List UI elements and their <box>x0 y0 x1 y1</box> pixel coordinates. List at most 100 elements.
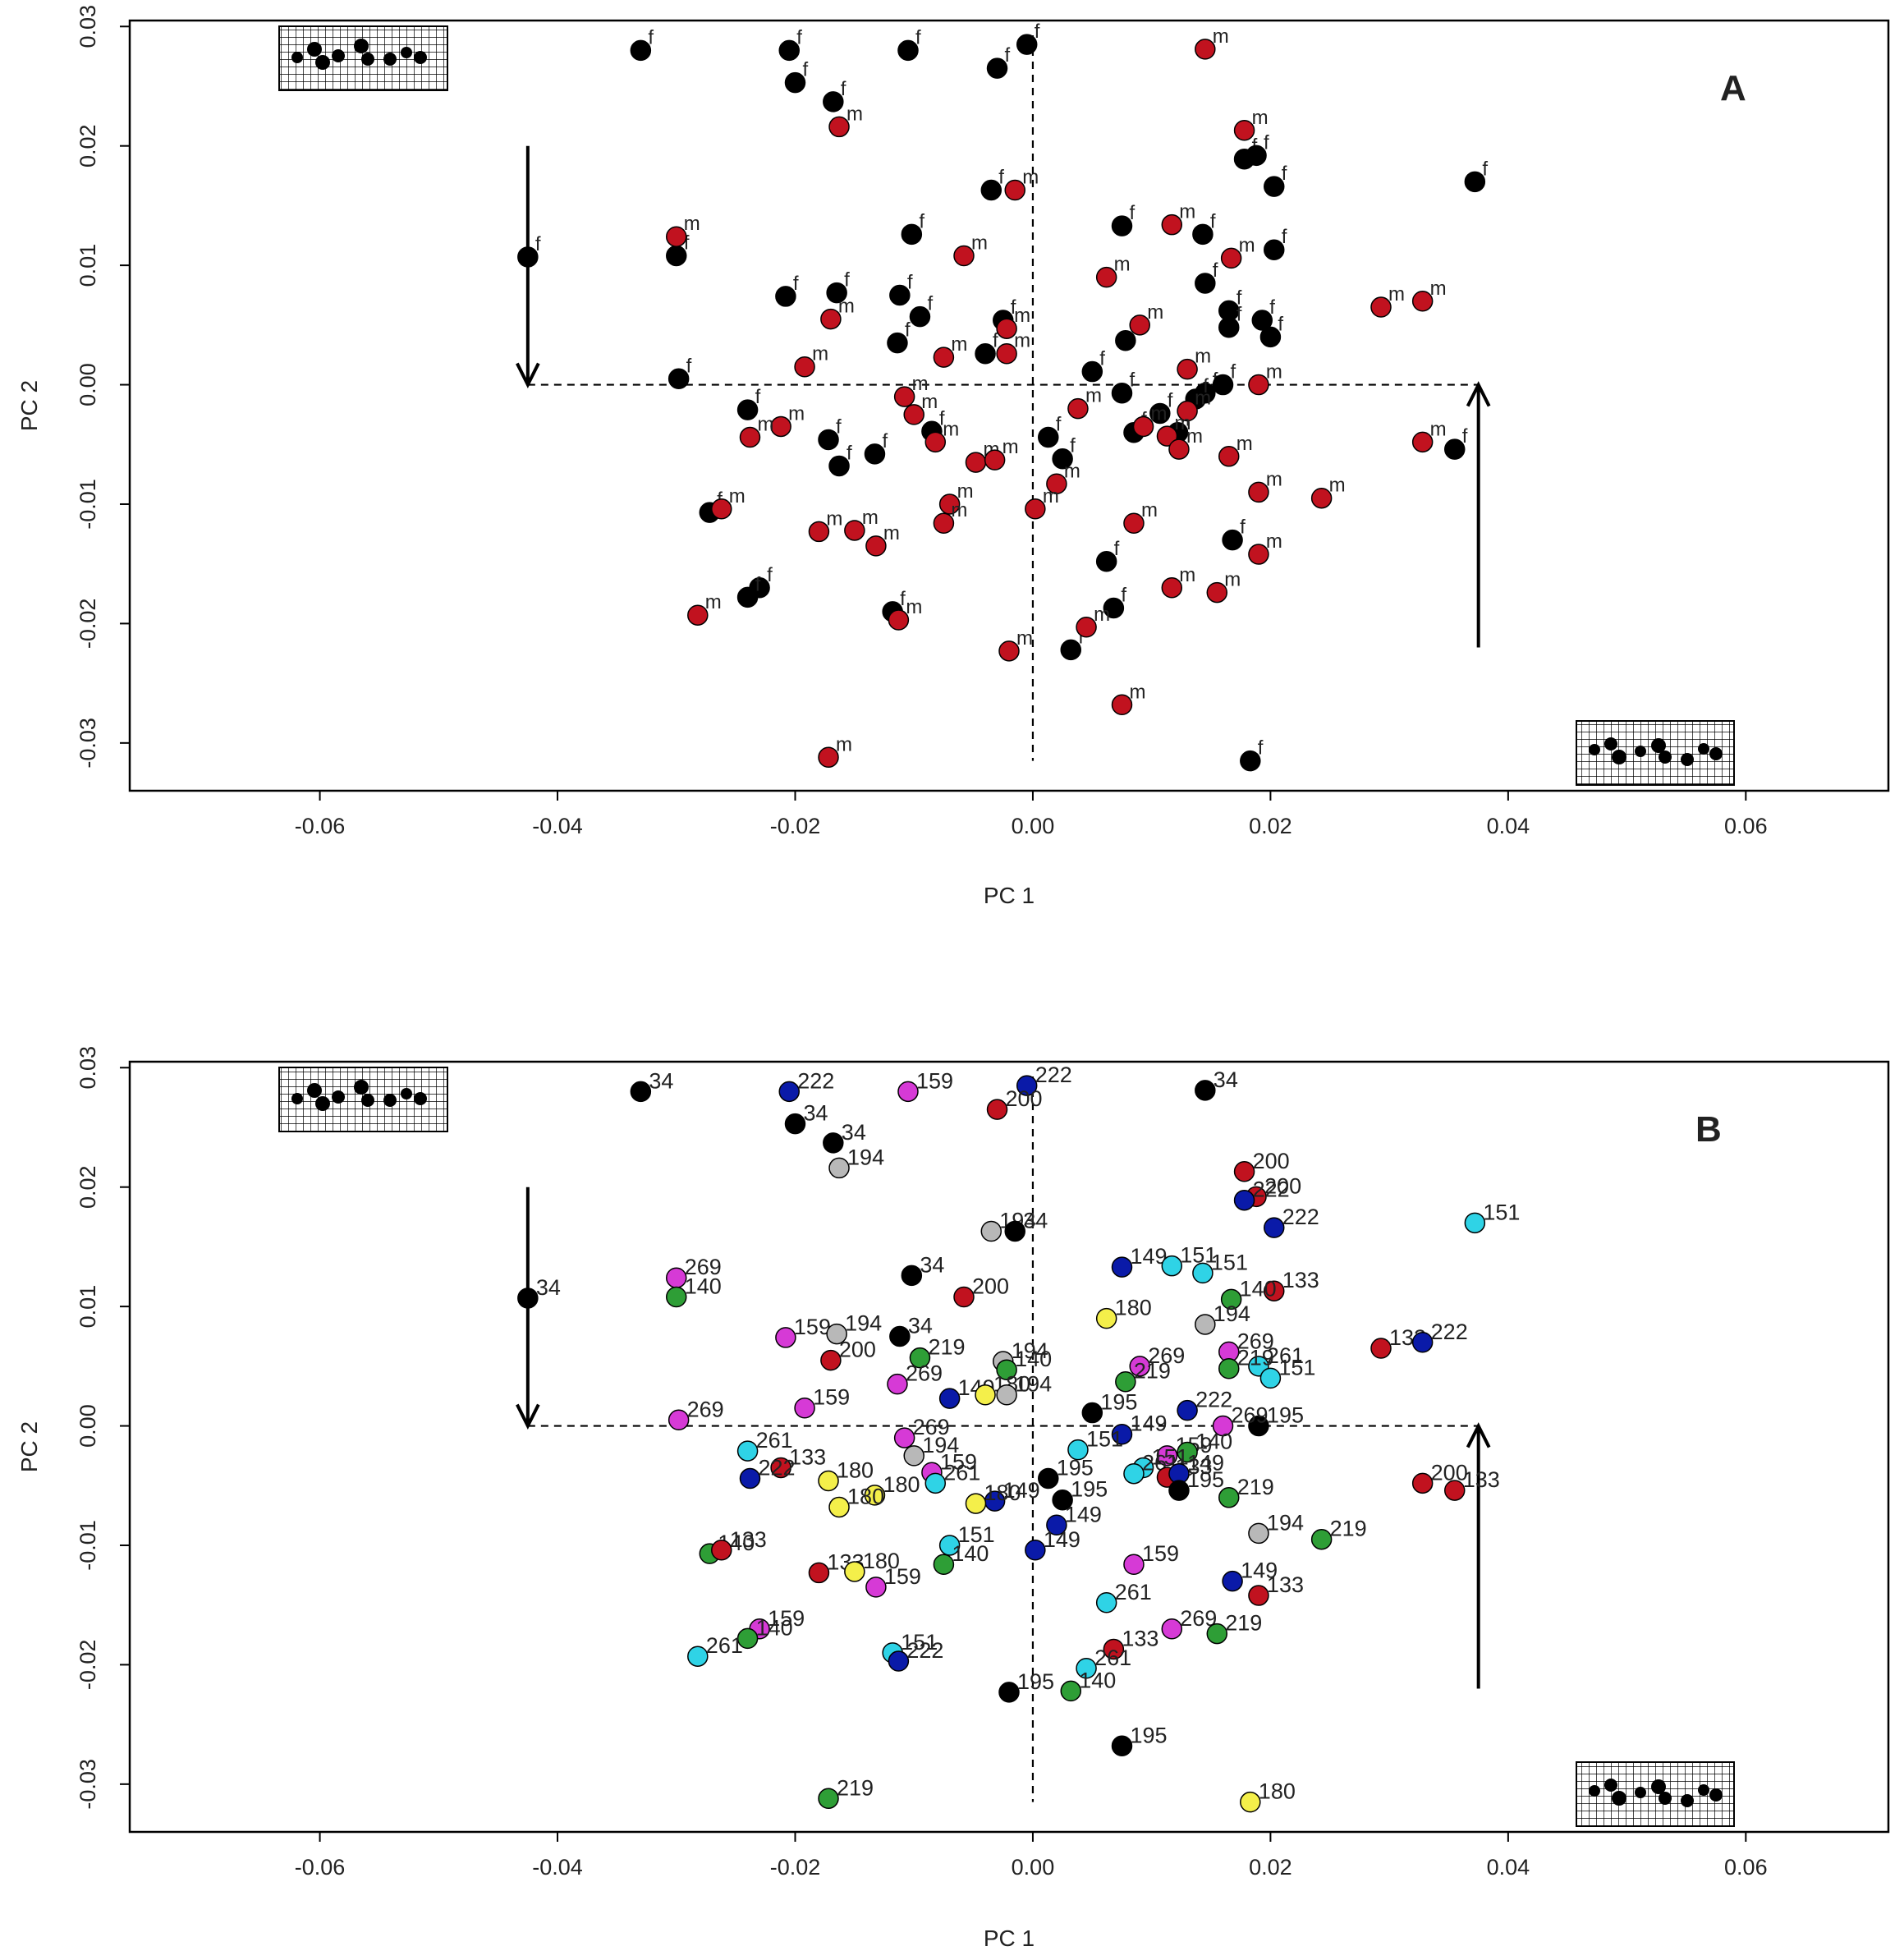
point-f <box>909 305 931 328</box>
point-label: 149 <box>1187 1451 1224 1476</box>
point-label: 219 <box>1134 1359 1171 1384</box>
point-group-261 <box>736 1440 759 1462</box>
point-label: 219 <box>1237 1346 1274 1370</box>
point-label: 269 <box>687 1397 724 1421</box>
point-label: 34 <box>803 1101 828 1126</box>
point-label: 261 <box>756 1428 793 1453</box>
point-group-194 <box>826 1323 847 1345</box>
point-group-219 <box>1218 1487 1240 1508</box>
point-group-34 <box>823 1132 844 1154</box>
point-f <box>1212 374 1234 396</box>
point-label: f <box>1264 131 1269 154</box>
point-group-34 <box>1004 1220 1025 1242</box>
point-label: m <box>1236 433 1253 455</box>
point-group-149 <box>1111 1423 1133 1445</box>
point-label: 194 <box>1015 1372 1052 1397</box>
point-m <box>933 347 955 368</box>
point-m <box>739 426 761 448</box>
point-label: 34 <box>1214 1067 1238 1092</box>
point-label: m <box>1114 254 1131 276</box>
x-tick-label: -0.02 <box>770 1855 821 1880</box>
point-f <box>736 586 759 608</box>
point-label: m <box>1151 402 1168 425</box>
point-f <box>897 39 919 62</box>
point-m <box>1156 425 1178 447</box>
y-tick-label: 0.01 <box>76 1285 100 1329</box>
x-axis-label: PC 1 <box>984 1926 1035 1951</box>
point-group-133 <box>1370 1338 1392 1359</box>
point-label: m <box>1388 283 1405 305</box>
point-group-222 <box>1411 1332 1434 1353</box>
point-m <box>933 512 955 534</box>
up-arrow <box>1466 381 1491 648</box>
point-m <box>1195 39 1216 60</box>
point-label: 194 <box>1267 1510 1304 1535</box>
point-label: 34 <box>536 1275 561 1300</box>
point-label: f <box>1462 425 1468 448</box>
point-label: 200 <box>1264 1173 1301 1198</box>
point-label: f <box>755 573 761 595</box>
point-f <box>1464 171 1486 193</box>
point-m <box>998 640 1020 662</box>
point-f <box>1016 34 1038 55</box>
point-label: 159 <box>794 1315 831 1339</box>
point-m <box>1218 446 1240 467</box>
point-label: f <box>648 26 654 48</box>
point-label: 261 <box>706 1633 743 1658</box>
point-group-159 <box>865 1577 887 1598</box>
point-label: f <box>1282 226 1287 248</box>
point-label: m <box>943 418 959 440</box>
point-label: f <box>882 430 888 452</box>
point-label: f <box>1282 163 1287 185</box>
point-m <box>818 746 839 769</box>
point-label: 140 <box>1015 1347 1052 1371</box>
point-label: f <box>1129 370 1135 392</box>
point-label: 180 <box>837 1457 874 1482</box>
point-label: m <box>1329 475 1346 497</box>
point-label: 34 <box>908 1313 933 1338</box>
point-label: 149 <box>1065 1502 1102 1526</box>
point-m <box>1132 415 1154 438</box>
point-label: f <box>993 330 998 352</box>
point-label: m <box>1266 468 1282 490</box>
point-group-149 <box>1222 1570 1243 1592</box>
point-m <box>1233 120 1255 141</box>
point-group-200 <box>953 1286 975 1308</box>
point-label: 159 <box>884 1564 921 1589</box>
point-label: 269 <box>1148 1343 1185 1368</box>
point-label: 149 <box>1130 1244 1167 1269</box>
deformation-grid-bottom-right <box>1576 1761 1735 1827</box>
point-group-140 <box>1220 1288 1242 1310</box>
point-label: m <box>971 232 988 254</box>
panel-b: -0.06 -0.04 -0.02 0.00 0.02 0.04 0.06 -0.03-0.… <box>16 1046 1890 1951</box>
point-label: f <box>905 319 911 342</box>
point-group-195 <box>1168 1480 1190 1501</box>
point-label: 159 <box>768 1606 805 1631</box>
point-label: f <box>767 564 773 586</box>
point-group-200 <box>820 1349 842 1371</box>
point-label: 222 <box>758 1456 795 1480</box>
point-label: f <box>927 293 933 315</box>
point-m <box>903 404 924 425</box>
point-f <box>887 332 908 354</box>
point-f <box>1263 239 1285 260</box>
point-label: 140 <box>1195 1430 1232 1454</box>
point-label: m <box>705 591 722 613</box>
point-group-195 <box>1038 1467 1059 1490</box>
point-m <box>1370 296 1392 318</box>
point-group-149 <box>1046 1514 1067 1536</box>
point-label: m <box>812 343 828 365</box>
point-label: f <box>1203 375 1209 397</box>
point-f <box>784 71 806 94</box>
point-label: m <box>862 507 879 529</box>
point-m <box>953 245 975 267</box>
point-group-180 <box>828 1496 850 1518</box>
point-m <box>1046 473 1067 495</box>
point-label: f <box>1129 202 1135 224</box>
y-tick-label: 0.03 <box>76 1046 100 1090</box>
x-tick-label: -0.06 <box>295 1855 346 1880</box>
point-f <box>889 284 911 306</box>
point-label: 151 <box>901 1630 938 1655</box>
point-label: 159 <box>940 1449 977 1474</box>
y-axis-label: PC 2 <box>16 380 42 431</box>
